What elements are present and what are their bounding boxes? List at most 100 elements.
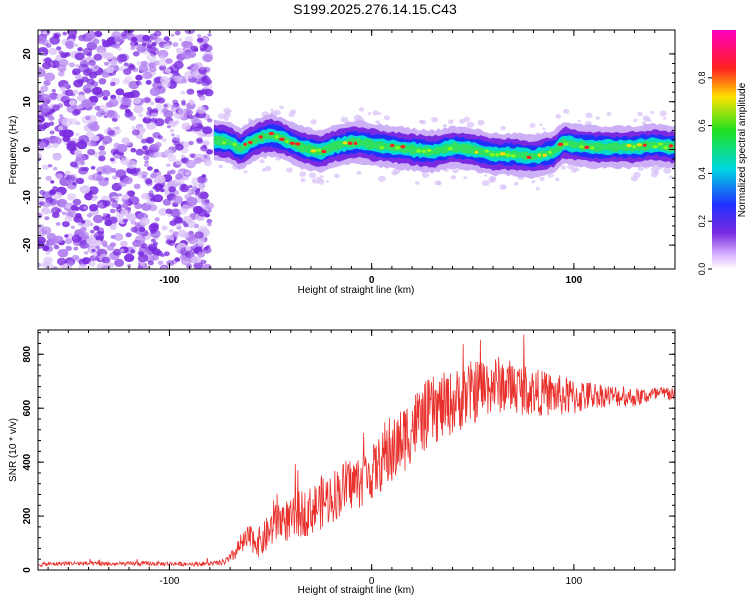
noise-speckle [206,149,214,155]
noise-speckle [78,263,88,269]
band-hotspot [394,146,401,150]
band-halo-speckle [539,123,543,127]
band-halo-speckle [463,116,470,122]
noise-speckle [166,260,175,267]
noise-speckle [72,182,77,186]
band-halo-speckle [606,112,612,116]
heatmap-xlabel: Height of straight line (km) [298,285,415,296]
band-halo-speckle [466,121,475,128]
band-hotspot [426,148,432,153]
noise-speckle [172,231,179,236]
noise-speckle [153,168,159,173]
noise-speckle [47,164,53,168]
noise-speckle [82,84,94,93]
noise-speckle [175,143,184,151]
noise-speckle [86,83,91,87]
noise-speckle [117,67,124,72]
noise-speckle [161,266,167,269]
noise-speckle [125,232,132,238]
band-halo-speckle [637,111,643,117]
noise-speckle [188,140,194,146]
noise-speckle [108,98,119,108]
noise-speckle [116,96,122,101]
noise-speckle [145,80,152,85]
noise-speckle [119,248,125,253]
noise-speckle [75,121,81,126]
band-halo-speckle [378,175,386,182]
noise-speckle [144,160,149,164]
noise-speckle [154,175,166,184]
noise-speckle [130,90,140,98]
band-hotspot [274,135,279,139]
band-halo-speckle [595,116,600,120]
noise-speckle [155,151,163,158]
noise-speckle [163,149,174,158]
band-halo-speckle [459,118,466,124]
noise-speckle [189,63,199,71]
noise-speckle [88,240,97,247]
noise-speckle [139,217,150,226]
noise-speckle [155,103,163,110]
noise-speckle [50,180,55,184]
snr-ytick-label: 400 [22,453,33,470]
band-halo-speckle [375,120,381,125]
band-hotspot [347,141,353,145]
noise-speckle [140,262,146,267]
noise-speckle [77,47,83,52]
band-halo-speckle [290,109,297,115]
noise-speckle [188,98,193,103]
noise-speckle [196,37,204,43]
noise-speckle [145,115,151,119]
noise-speckle [66,179,74,185]
snr-ylabel: SNR (10 * v/v) [8,418,19,482]
noise-speckle [167,125,171,129]
band-hotspot [268,131,275,136]
noise-speckle [130,45,136,51]
noise-speckle [38,262,42,267]
snr-xtick-label: 100 [566,576,583,587]
band-hotspot [658,142,663,146]
noise-speckle [131,129,140,136]
noise-speckle [124,76,133,83]
snr-line-layer [38,334,675,568]
noise-speckle [42,243,49,249]
band-halo-speckle [484,174,488,177]
band-hotspot [542,153,547,157]
noise-speckle [163,43,171,50]
colorbar-tick-label: 0.8 [697,72,707,85]
band-halo-speckle [529,123,536,128]
band-halo-speckle [223,107,231,114]
noise-speckle [164,234,170,239]
noise-speckle [52,154,62,161]
noise-speckle [88,59,96,66]
noise-speckle [142,43,147,47]
noise-speckle [187,230,195,236]
noise-speckle [88,186,99,195]
band-halo-speckle [308,172,317,179]
heatmap-ytick-label: 20 [22,48,33,60]
noise-speckle [130,147,137,153]
noise-speckle [200,259,207,265]
noise-speckle [185,246,192,252]
noise-speckle [39,142,47,148]
noise-speckle [113,232,124,241]
noise-speckle [150,238,156,243]
colorbar-tick-label: 0.6 [697,119,707,132]
band-halo-speckle [573,167,580,172]
band-hotspot [289,141,295,145]
band-hotspot [279,137,285,141]
noise-speckle [101,256,111,264]
noise-speckle [126,160,137,169]
noise-speckle [61,117,73,127]
noise-speckle [42,31,47,35]
noise-speckle [72,109,80,116]
noise-speckle [160,76,170,85]
noise-speckle [50,60,61,68]
noise-speckle [128,196,140,205]
noise-speckle [53,32,62,38]
noise-speckle [101,71,110,78]
snr-ytick-label: 200 [22,507,33,524]
noise-speckle [149,200,155,205]
noise-speckle [102,96,109,101]
band-hotspot [636,143,643,147]
